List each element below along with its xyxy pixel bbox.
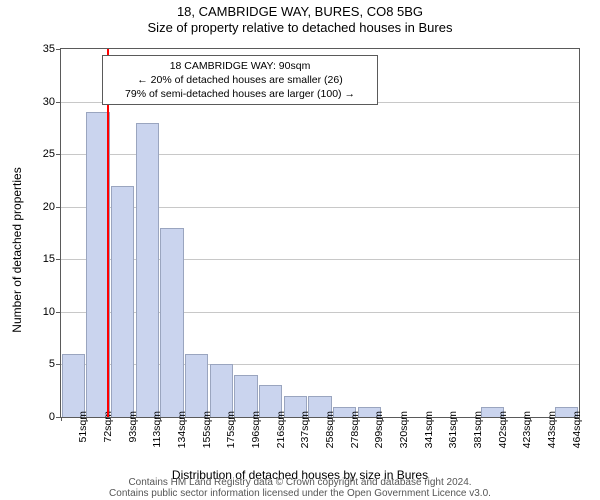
xtick-mark: [505, 417, 506, 421]
xtick-mark: [480, 417, 481, 421]
xtick-label: 423sqm: [521, 411, 533, 448]
xtick-label: 299sqm: [373, 411, 385, 448]
histogram-bar: [136, 123, 159, 417]
histogram-bar: [185, 354, 208, 417]
ytick-label: 20: [21, 201, 55, 213]
ytick-mark: [56, 49, 61, 50]
xtick-mark: [554, 417, 555, 421]
histogram-bar: [210, 364, 233, 417]
xtick-mark: [406, 417, 407, 421]
xtick-mark: [382, 417, 383, 421]
legend-line2: ← 20% of detached houses are smaller (26…: [109, 73, 371, 87]
xtick-mark: [456, 417, 457, 421]
legend-box: 18 CAMBRIDGE WAY: 90sqm← 20% of detached…: [102, 55, 378, 105]
ytick-mark: [56, 312, 61, 313]
ytick-mark: [56, 259, 61, 260]
xtick-mark: [308, 417, 309, 421]
histogram-bar: [160, 228, 183, 417]
xtick-mark: [332, 417, 333, 421]
xtick-label: 402sqm: [497, 411, 509, 448]
ytick-mark: [56, 154, 61, 155]
xtick-mark: [579, 417, 580, 421]
histogram-bar: [62, 354, 85, 417]
histogram-bar: [111, 186, 134, 417]
xtick-mark: [61, 417, 62, 421]
legend-line1: 18 CAMBRIDGE WAY: 90sqm: [109, 59, 371, 73]
xtick-mark: [135, 417, 136, 421]
ytick-label: 25: [21, 148, 55, 160]
xtick-mark: [184, 417, 185, 421]
xtick-label: 361sqm: [447, 411, 459, 448]
xtick-mark: [283, 417, 284, 421]
xtick-mark: [209, 417, 210, 421]
xtick-mark: [234, 417, 235, 421]
xtick-label: 341sqm: [423, 411, 435, 448]
xtick-label: 320sqm: [398, 411, 410, 448]
xtick-mark: [431, 417, 432, 421]
footer-attribution: Contains HM Land Registry data © Crown c…: [0, 477, 600, 499]
xtick-mark: [258, 417, 259, 421]
xtick-mark: [160, 417, 161, 421]
ytick-mark: [56, 207, 61, 208]
xtick-mark: [357, 417, 358, 421]
xtick-mark: [530, 417, 531, 421]
footer-line1: Contains HM Land Registry data © Crown c…: [0, 477, 600, 488]
plot-area: 0510152025303551sqm72sqm93sqm113sqm134sq…: [60, 48, 580, 418]
ytick-label: 10: [21, 306, 55, 318]
title-line1: 18, CAMBRIDGE WAY, BURES, CO8 5BG: [0, 4, 600, 20]
title-line2: Size of property relative to detached ho…: [0, 20, 600, 36]
footer-line2: Contains public sector information licen…: [0, 488, 600, 499]
xtick-label: 464sqm: [571, 411, 583, 448]
ytick-mark: [56, 364, 61, 365]
legend-line3: 79% of semi-detached houses are larger (…: [109, 87, 371, 101]
xtick-mark: [110, 417, 111, 421]
chart-titles: 18, CAMBRIDGE WAY, BURES, CO8 5BG Size o…: [0, 4, 600, 36]
ytick-label: 5: [21, 358, 55, 370]
xtick-mark: [86, 417, 87, 421]
ytick-label: 15: [21, 253, 55, 265]
ytick-mark: [56, 102, 61, 103]
ytick-label: 30: [21, 96, 55, 108]
ytick-label: 0: [21, 411, 55, 423]
ytick-label: 35: [21, 43, 55, 55]
